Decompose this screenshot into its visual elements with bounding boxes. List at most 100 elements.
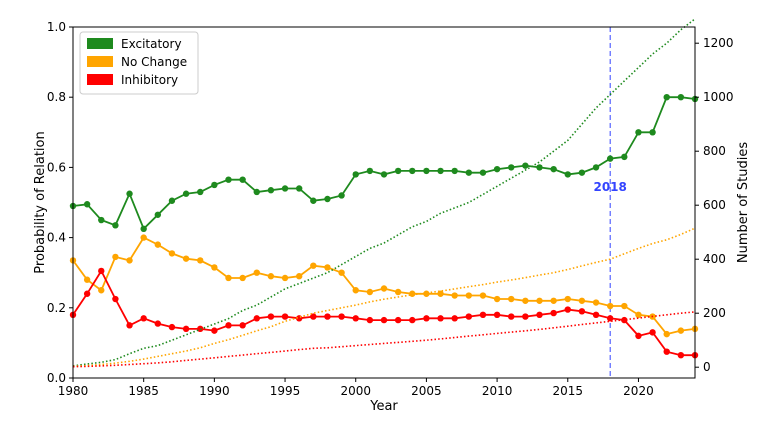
data-point bbox=[522, 313, 529, 320]
vline-annotation: 2018 bbox=[593, 180, 626, 194]
series-line-dotted bbox=[72, 227, 696, 368]
data-point bbox=[423, 167, 430, 175]
data-point bbox=[253, 269, 260, 276]
data-point bbox=[112, 253, 119, 261]
data-point bbox=[324, 313, 331, 320]
y2-tick-label: 0 bbox=[703, 360, 711, 374]
data-point bbox=[295, 273, 303, 280]
data-point bbox=[267, 187, 275, 194]
y-axis-label: Probability of Relation bbox=[33, 131, 48, 273]
data-point bbox=[677, 94, 685, 101]
data-point bbox=[324, 264, 331, 271]
y2-tick-label: 1200 bbox=[703, 36, 734, 50]
data-point bbox=[239, 176, 246, 183]
y2-tick-label: 400 bbox=[703, 252, 726, 266]
data-point bbox=[380, 171, 388, 178]
data-point bbox=[281, 313, 289, 320]
data-point bbox=[140, 225, 147, 233]
data-point bbox=[451, 315, 458, 322]
data-point bbox=[182, 325, 190, 333]
data-point bbox=[197, 188, 204, 196]
data-point bbox=[649, 129, 656, 136]
data-point bbox=[451, 292, 458, 299]
x-tick-label: 1985 bbox=[128, 384, 159, 398]
data-point bbox=[253, 315, 260, 322]
y2-tick-label: 800 bbox=[703, 144, 726, 158]
data-point bbox=[465, 313, 473, 320]
data-point bbox=[324, 195, 331, 203]
data-point bbox=[197, 257, 204, 264]
ticks: 1980 1985 1990 1995 2000 2005 2010 2015 20200.00… bbox=[47, 20, 734, 398]
data-point bbox=[225, 274, 232, 282]
data-point bbox=[423, 315, 430, 322]
data-point bbox=[380, 285, 388, 292]
data-point bbox=[437, 315, 444, 322]
data-point bbox=[267, 313, 275, 320]
data-point bbox=[508, 295, 515, 303]
data-point bbox=[564, 171, 571, 178]
data-point bbox=[366, 167, 374, 175]
data-point bbox=[154, 320, 162, 327]
data-point bbox=[578, 169, 586, 176]
x-axis-label: Year bbox=[369, 399, 398, 414]
data-point bbox=[578, 297, 586, 304]
data-point bbox=[564, 306, 571, 313]
data-point bbox=[98, 287, 105, 294]
data-point bbox=[479, 311, 487, 319]
legend-swatch bbox=[87, 38, 113, 49]
data-point bbox=[83, 276, 91, 283]
y2-tick-label: 1000 bbox=[703, 90, 734, 104]
legend-label: No Change bbox=[121, 55, 187, 69]
axes bbox=[72, 26, 696, 379]
data-point bbox=[98, 267, 105, 275]
data-point bbox=[465, 169, 473, 176]
x-tick-label: 2005 bbox=[411, 384, 442, 398]
data-point bbox=[295, 185, 303, 192]
axes-frame bbox=[72, 26, 696, 379]
data-point bbox=[310, 313, 317, 320]
data-point bbox=[310, 262, 317, 269]
y-tick-label: 0.8 bbox=[47, 90, 66, 104]
data-point bbox=[479, 292, 487, 299]
data-point bbox=[606, 315, 614, 322]
data-point bbox=[352, 171, 359, 178]
data-point bbox=[493, 295, 501, 303]
data-point bbox=[253, 188, 260, 196]
data-point bbox=[154, 211, 162, 218]
data-point bbox=[140, 234, 147, 241]
series-line-dotted bbox=[72, 18, 696, 367]
x-tick-label: 1990 bbox=[199, 384, 230, 398]
data-point bbox=[338, 313, 345, 320]
series-line-dotted bbox=[72, 311, 696, 368]
data-point bbox=[140, 315, 147, 322]
data-point bbox=[564, 295, 571, 303]
data-point bbox=[281, 274, 289, 282]
y2-tick-label: 600 bbox=[703, 198, 726, 212]
data-point bbox=[578, 308, 586, 315]
data-point bbox=[479, 169, 487, 176]
data-point bbox=[592, 164, 600, 171]
data-point bbox=[338, 192, 345, 199]
data-point bbox=[522, 162, 529, 169]
data-point bbox=[437, 167, 444, 175]
data-point bbox=[663, 330, 670, 338]
series-2 bbox=[69, 267, 699, 359]
data-point bbox=[182, 190, 190, 197]
data-point bbox=[366, 288, 374, 296]
data-point bbox=[536, 164, 543, 171]
data-point bbox=[352, 287, 359, 294]
data-point bbox=[663, 348, 670, 355]
x-tick-label: 2010 bbox=[482, 384, 513, 398]
data-point bbox=[225, 176, 232, 183]
data-point bbox=[126, 257, 133, 264]
legend-swatch bbox=[87, 56, 113, 67]
data-point bbox=[112, 295, 119, 303]
data-point bbox=[550, 309, 557, 317]
data-point bbox=[621, 302, 628, 310]
y-tick-label: 0.4 bbox=[47, 231, 66, 245]
x-tick-label: 2020 bbox=[623, 384, 654, 398]
data-point bbox=[621, 153, 628, 161]
data-point bbox=[550, 165, 557, 173]
data-point bbox=[493, 165, 501, 173]
